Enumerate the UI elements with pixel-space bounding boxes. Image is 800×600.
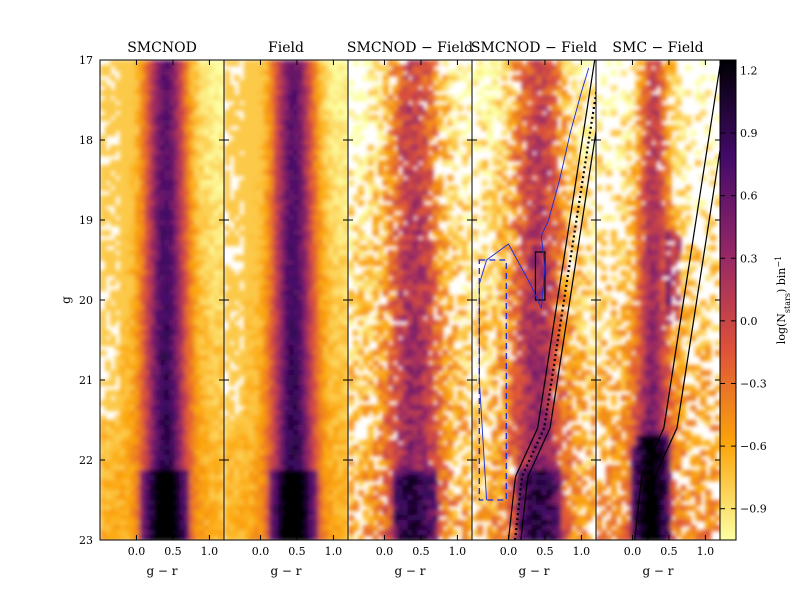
x-tick-label: 0.5 xyxy=(536,545,554,558)
x-axis-label: g − r xyxy=(394,564,425,578)
colorbar-label-main: log(N xyxy=(775,313,788,344)
colorbar-label-sub: stars xyxy=(783,293,792,313)
panel-1: SMCNOD 0.0 0.5 1.0 g − r xyxy=(99,40,225,578)
blue-track xyxy=(478,67,590,501)
panel-5: SMC − Field 0.0 0.5 1.0 g − r xyxy=(595,40,721,578)
isochrone-1 xyxy=(507,60,596,540)
isochrone-dotted xyxy=(513,86,596,540)
y-axis-label: g xyxy=(59,296,73,304)
panel-3-density xyxy=(348,60,472,540)
colorbar-tick-label: 1.2 xyxy=(740,64,758,77)
colorbar-tick-label: −0.9 xyxy=(740,503,767,516)
panel-2-title: Field xyxy=(268,40,304,56)
colorbar-ticks: 1.2 0.9 0.6 0.3 0.0 −0.3 −0.6 −0.9 xyxy=(720,64,767,516)
x-tick-label: 0.0 xyxy=(128,545,146,558)
x-tick-label: 0.5 xyxy=(412,545,430,558)
panel-4-title: SMCNOD − Field xyxy=(471,40,597,56)
y-tick-label: 19 xyxy=(79,214,93,227)
colorbar-tick-label: −0.6 xyxy=(740,440,767,453)
colorbar: 1.2 0.9 0.6 0.3 0.0 −0.3 −0.6 −0.9 log(Nstars) … xyxy=(719,59,792,541)
x-tick-label: 0.0 xyxy=(500,545,518,558)
colorbar-tick-label: 0.6 xyxy=(740,190,758,203)
y-tick-label: 20 xyxy=(79,294,93,307)
black-box xyxy=(534,251,546,301)
x-tick-label: 0.0 xyxy=(252,545,270,558)
isochrone-1 xyxy=(634,61,720,540)
colorbar-strip xyxy=(719,59,737,541)
panel-1-density xyxy=(100,60,224,540)
x-tick-label: 0.5 xyxy=(288,545,306,558)
x-axis-label: g − r xyxy=(146,564,177,578)
x-tick-label: 0.0 xyxy=(624,545,642,558)
y-tick-label: 18 xyxy=(79,134,93,147)
panel-1-title: SMCNOD xyxy=(127,40,197,56)
colorbar-label: log(Nstars) bin−1 xyxy=(774,256,792,344)
y-tick-label: 17 xyxy=(79,54,93,67)
y-tick-labels: 17 18 19 20 21 22 23 xyxy=(79,54,93,547)
panel-4-density xyxy=(472,60,596,540)
x-tick-label: 0.0 xyxy=(376,545,394,558)
y-tick-label: 22 xyxy=(79,454,93,467)
y-tick-label: 23 xyxy=(79,534,93,547)
x-tick-label: 1.0 xyxy=(573,545,591,558)
panel-5-isochrones xyxy=(634,61,720,540)
panel-5-title: SMC − Field xyxy=(612,40,703,56)
x-tick-label: 1.0 xyxy=(325,545,343,558)
panel-4: SMCNOD − Field 0.0 0.5 1.0 g − r xyxy=(471,40,597,578)
x-tick-label: 0.5 xyxy=(164,545,182,558)
x-axis-label: g − r xyxy=(270,564,301,578)
x-axis-label: g − r xyxy=(518,564,549,578)
panel-3-title: SMCNOD − Field xyxy=(347,40,473,56)
colorbar-label-sup: −1 xyxy=(774,256,783,268)
x-tick-label: 1.0 xyxy=(697,545,715,558)
x-tick-label: 1.0 xyxy=(201,545,219,558)
panel-5-density xyxy=(596,60,720,540)
panel-2: Field 0.0 0.5 1.0 g − r xyxy=(223,40,349,578)
colorbar-tick-label: 0.0 xyxy=(740,315,758,328)
colorbar-tick-label: 0.9 xyxy=(740,127,758,140)
colorbar-tick-label: 0.3 xyxy=(740,252,758,265)
panel-2-density xyxy=(224,60,348,540)
x-tick-label: 0.5 xyxy=(660,545,678,558)
y-tick-label: 21 xyxy=(79,374,93,387)
colorbar-tick-label: −0.3 xyxy=(740,377,767,390)
panel-3: SMCNOD − Field 0.0 0.5 1.0 g − r xyxy=(347,40,473,578)
colorbar-label-tail: ) bin xyxy=(775,268,788,293)
x-tick-label: 1.0 xyxy=(449,545,467,558)
x-axis-label: g − r xyxy=(642,564,673,578)
isochrone-2 xyxy=(647,146,720,540)
